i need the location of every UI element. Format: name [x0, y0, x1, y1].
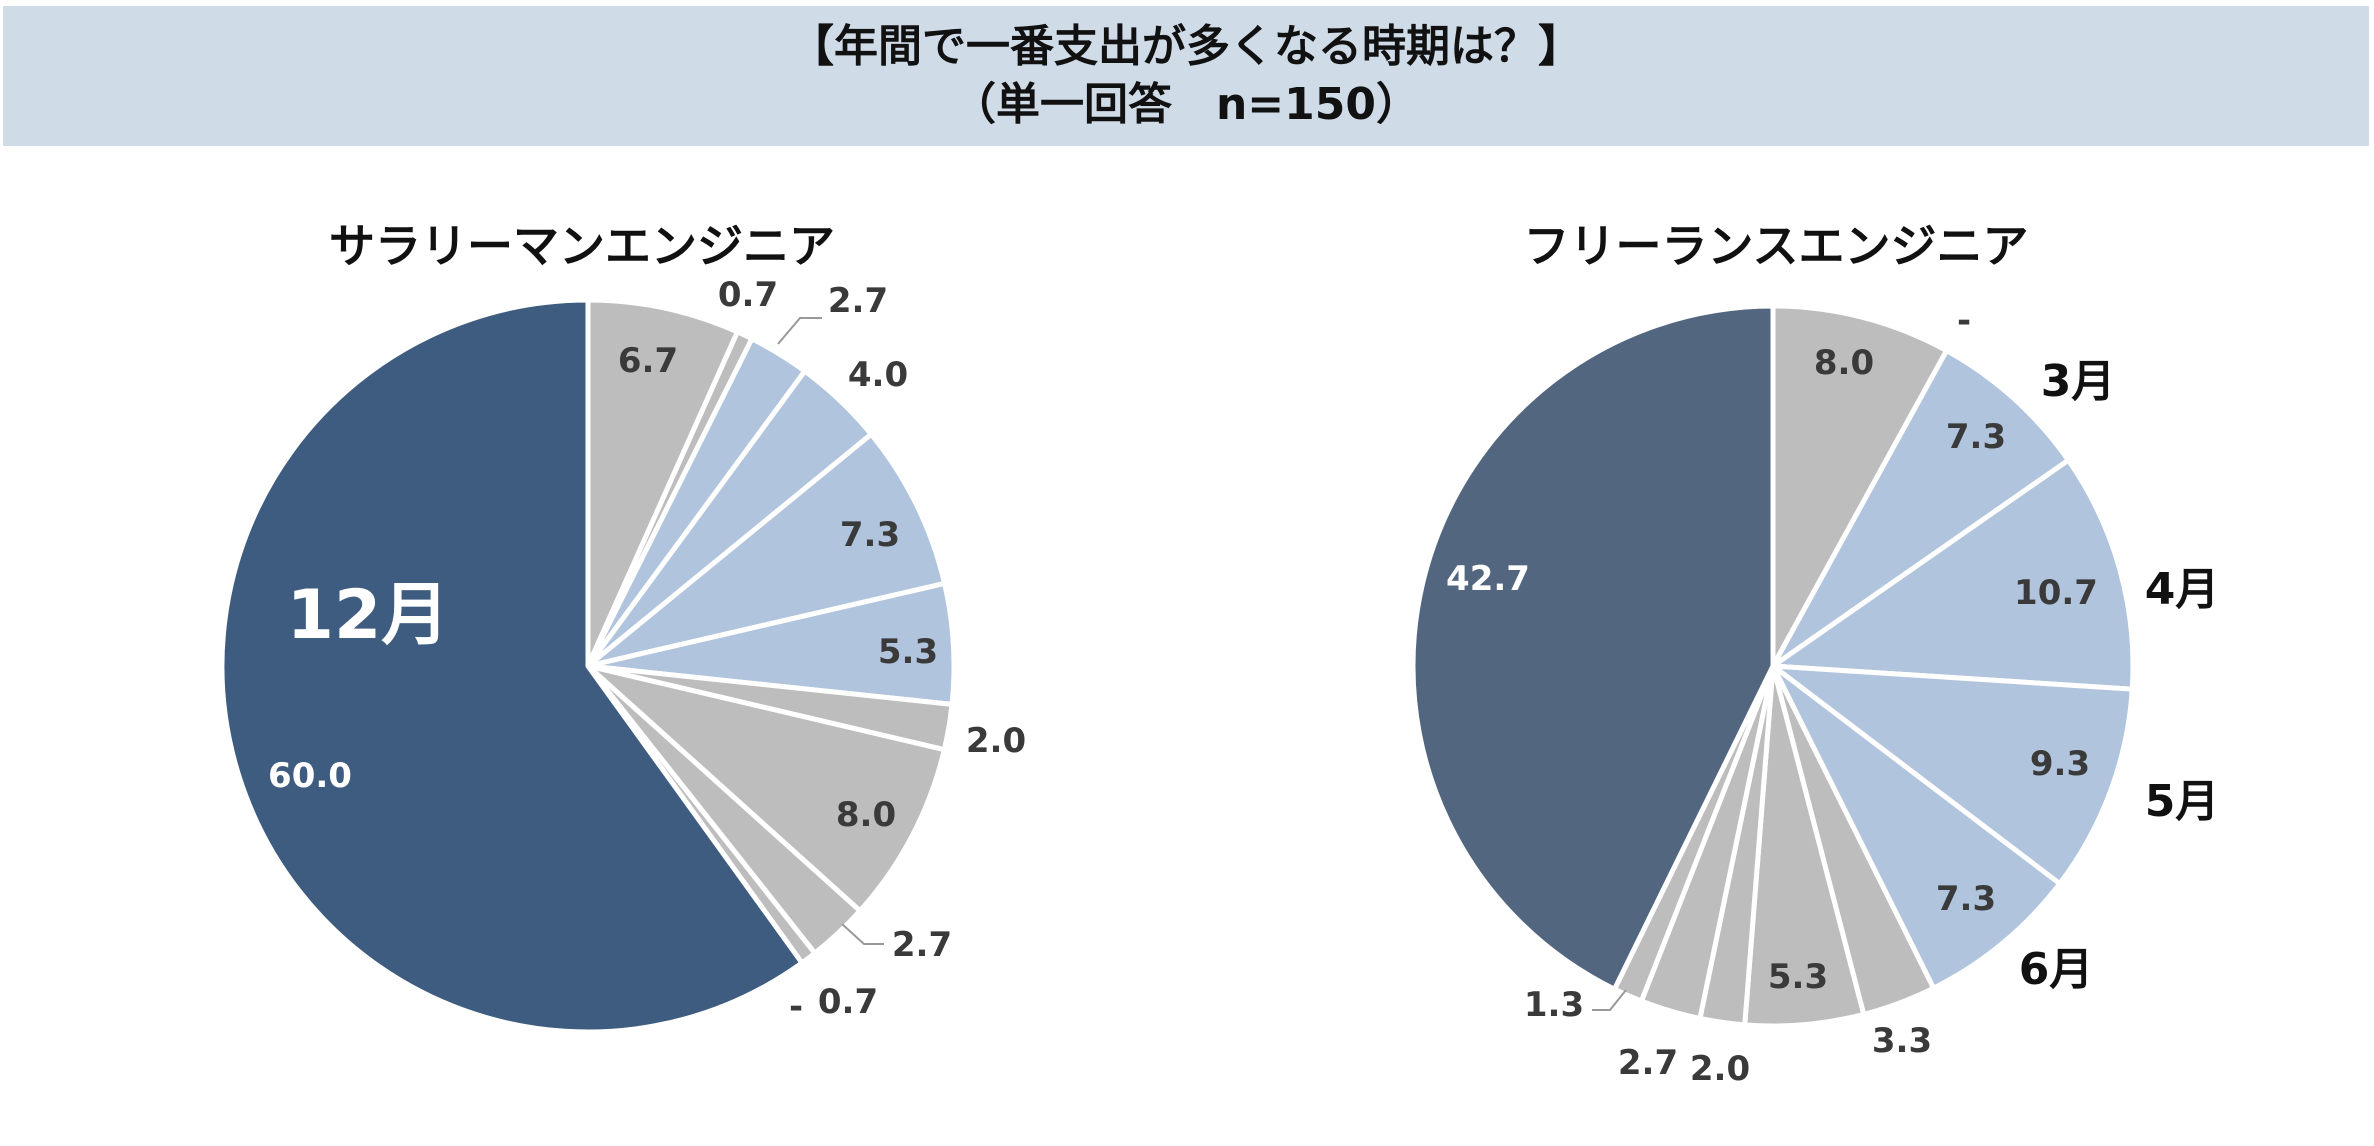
pie-slice	[585, 663, 947, 914]
data-label: 42.7	[1446, 559, 1530, 599]
pie-slice	[219, 297, 805, 1035]
highlight-month-label: 12月	[287, 576, 450, 655]
data-label: 2.7	[828, 281, 888, 321]
pie-slice	[1770, 303, 1950, 669]
data-label: 7.3	[1936, 879, 1996, 919]
leader-line	[1592, 989, 1627, 1011]
pie-slice	[585, 431, 948, 669]
pie-slice	[1770, 663, 2063, 991]
data-label: 2.7	[1618, 1043, 1678, 1083]
data-label: 5.3	[1768, 957, 1828, 997]
data-label: 60.0	[268, 756, 352, 796]
month-label: 6月	[2019, 944, 2094, 995]
chart-title-salaried: サラリーマンエンジニア	[329, 219, 835, 273]
pie-slice	[1770, 348, 2071, 669]
data-label: 9.3	[2030, 744, 2090, 784]
data-label: 5.3	[878, 632, 938, 672]
month-label: 3月	[2041, 356, 2116, 407]
pie1-slices	[219, 297, 957, 1035]
header-subtitle: （単一回答 n=150）	[951, 79, 1421, 130]
data-label: 6.7	[618, 341, 678, 381]
leader-line	[841, 923, 884, 945]
chart-header: 【年間で一番支出が多くなる時期は？】 （単一回答 n=150）	[3, 6, 2369, 146]
data-label: 8.0	[836, 795, 896, 835]
data-label: 3.3	[1872, 1021, 1932, 1061]
data-label: -	[1957, 301, 1971, 341]
month-label: 5月	[2145, 776, 2220, 827]
data-label: 0.7	[718, 275, 778, 315]
month-label: 4月	[2145, 564, 2220, 615]
data-label: 10.7	[2014, 573, 2098, 613]
pie-chart-freelance: フリーランスエンジニア 8.0 - 7.3 10.7 9.3 7.3 3.3 5…	[1410, 219, 2220, 1089]
pie-slice	[1770, 457, 2136, 692]
data-label: 0.7	[818, 982, 878, 1022]
data-label: 2.7	[892, 925, 952, 965]
data-label: 7.3	[840, 515, 900, 555]
data-label: 1.3	[1524, 985, 1584, 1025]
chart-title-freelance: フリーランスエンジニア	[1523, 219, 2028, 273]
data-label: 8.0	[1814, 343, 1874, 383]
pie-slice	[585, 297, 740, 669]
dash-mark: -	[789, 987, 803, 1027]
data-label: 7.3	[1946, 417, 2006, 457]
pie-slice	[1770, 663, 2135, 887]
pie2-slices	[1410, 303, 2136, 1029]
header-title: 【年間で一番支出が多くなる時期は？】	[790, 21, 1582, 72]
leader-line	[777, 317, 822, 345]
data-label: 2.0	[1690, 1049, 1750, 1089]
data-label: 4.0	[848, 355, 908, 395]
data-label: 2.0	[966, 721, 1026, 761]
pie-chart-salaried: サラリーマンエンジニア 6.7 0.7 2.7 4.0 7.3 5.3 2.0 …	[219, 219, 1026, 1035]
pie-slice	[1410, 303, 1776, 992]
